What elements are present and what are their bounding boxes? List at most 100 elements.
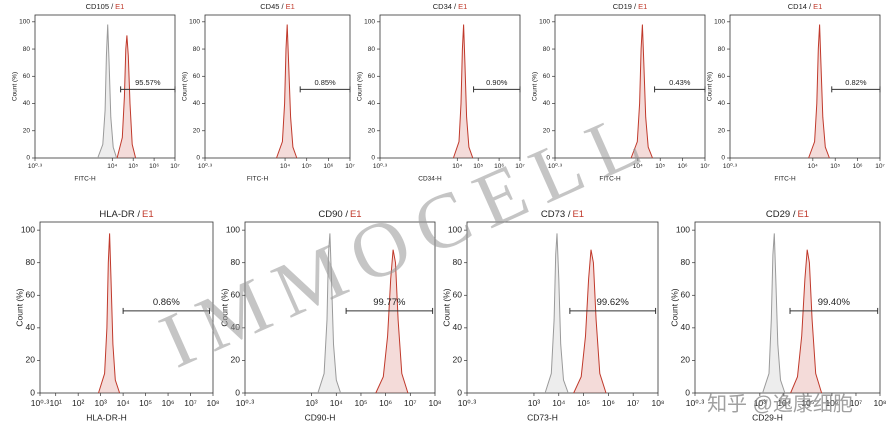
y-tick-label: 60 <box>453 290 463 300</box>
panel: CD45 /E1 Count (%) FITC-H 0 20 40 60 80 100 10⁰·³… <box>182 2 356 183</box>
panel: CD29 /E1 Count (%) CD29-H 0 20 40 60 80 100 10⁰·³… <box>669 209 887 423</box>
y-tick-label: 60 <box>193 73 201 80</box>
y-tick-label: 80 <box>718 46 726 53</box>
histogram-curve <box>630 24 653 159</box>
x-tick-label: 10⁵ <box>577 398 590 408</box>
plot-frame <box>244 221 436 394</box>
title-marker: CD14 / <box>788 2 812 11</box>
x-tick-label: 10⁰·³ <box>458 398 477 408</box>
y-tick-label: 0 <box>30 387 35 397</box>
x-tick-label: 10² <box>72 398 84 408</box>
y-tick-label: 40 <box>193 100 201 107</box>
y-tick-label: 40 <box>368 100 376 107</box>
x-tick-label: 10⁰·³ <box>723 162 738 170</box>
histogram-curve <box>375 249 409 394</box>
histogram-curve <box>808 24 830 159</box>
y-axis-label: Count (%) <box>532 72 539 101</box>
sample-label: E1 <box>797 209 809 220</box>
y-tick-label: 0 <box>26 155 30 162</box>
x-tick-label: 10⁴ <box>117 398 130 408</box>
y-tick-label: 80 <box>26 257 36 267</box>
x-tick-label: 10⁸ <box>873 398 886 408</box>
x-axis-label: CD73-H <box>527 412 558 422</box>
y-axis-label: Count (%) <box>357 72 364 101</box>
y-tick-label: 40 <box>23 100 31 107</box>
y-tick-label: 20 <box>231 355 241 365</box>
y-tick-label: 80 <box>543 46 551 53</box>
x-tick-label: 10⁴ <box>107 163 117 170</box>
x-axis-label: FITC-H <box>247 176 269 183</box>
x-axis-label: HLA-DR-H <box>86 412 127 422</box>
x-tick-label: 10⁴ <box>808 163 818 170</box>
x-tick-label: 10⁵ <box>830 163 840 170</box>
plot-frame <box>466 221 659 394</box>
y-tick-label: 40 <box>718 100 726 107</box>
sample-label: E1 <box>350 209 362 220</box>
x-axis-label: CD34-H <box>418 176 442 183</box>
y-axis-label: Count (%) <box>669 288 679 326</box>
y-axis-label: Count (%) <box>219 288 229 326</box>
y-tick-label: 0 <box>196 155 200 162</box>
title-marker: HLA-DR / <box>99 209 140 220</box>
y-tick-label: 80 <box>23 46 31 53</box>
y-tick-label: 100 <box>189 19 200 26</box>
y-axis-label: Count (%) <box>441 288 451 326</box>
title-marker: CD19 / <box>613 2 637 11</box>
y-tick-label: 80 <box>193 46 201 53</box>
y-tick-label: 0 <box>371 155 375 162</box>
x-tick-label: 10⁶ <box>379 398 392 408</box>
panel: CD19 /E1 Count (%) FITC-H 0 20 40 60 80 100 10⁰·³… <box>532 2 711 183</box>
panel-title: CD34 /E1 <box>433 2 468 11</box>
y-tick-label: 80 <box>231 257 241 267</box>
y-tick-label: 100 <box>676 224 690 234</box>
x-axis-label: FITC-H <box>774 176 796 183</box>
panel-title: CD14 /E1 <box>788 2 823 11</box>
gate <box>120 86 176 93</box>
y-tick-label: 60 <box>231 290 241 300</box>
gate-label: 0.90% <box>486 78 508 87</box>
y-tick-label: 20 <box>718 127 726 134</box>
x-tick-label: 10⁴ <box>777 398 790 408</box>
x-tick-label: 10⁶ <box>602 398 615 408</box>
x-tick-label: 10⁵ <box>139 398 152 408</box>
plot-frame <box>694 221 881 394</box>
x-tick-label: 10¹ <box>50 398 62 408</box>
gate <box>789 307 879 314</box>
histogram-curve <box>98 233 121 394</box>
x-tick-label: 10⁰·³ <box>373 162 388 170</box>
x-tick-label: 10⁷ <box>700 163 710 170</box>
sample-label: E1 <box>813 2 822 11</box>
x-tick-label: 10³ <box>94 398 106 408</box>
sample-label: E1 <box>142 209 154 220</box>
sample-label: E1 <box>638 2 647 11</box>
gate-label: 99.40% <box>818 297 851 308</box>
x-tick-label: 10⁶ <box>853 163 863 170</box>
y-tick-label: 0 <box>685 387 690 397</box>
y-tick-label: 20 <box>26 355 36 365</box>
x-tick-label: 10⁴ <box>330 398 343 408</box>
panel: CD90 /E1 Count (%) CD90-H 0 20 40 60 80 100 10⁰·³… <box>219 209 442 423</box>
panel-title: CD73 /E1 <box>541 209 584 220</box>
sample-label: E1 <box>572 209 584 220</box>
x-tick-label: 10⁵ <box>302 163 312 170</box>
histogram-curve <box>317 233 342 394</box>
y-tick-label: 80 <box>681 257 691 267</box>
panel: CD14 /E1 Count (%) FITC-H 0 20 40 60 80 100 10⁰·³… <box>707 2 886 183</box>
gate <box>569 307 657 314</box>
y-tick-label: 100 <box>364 19 375 26</box>
y-tick-label: 0 <box>721 155 725 162</box>
panel: HLA-DR / E1 Count (%) HLA-DR-H 0 20 40 60 80 100 1… <box>14 209 220 423</box>
x-tick-label: 10⁰·³ <box>198 162 213 170</box>
y-tick-label: 40 <box>231 322 241 332</box>
x-tick-label: 10⁶ <box>494 163 504 170</box>
y-tick-label: 20 <box>543 127 551 134</box>
gate <box>345 307 434 314</box>
x-tick-label: 10⁰·³ <box>686 398 705 408</box>
panel: CD105 /E1 Count (%) FITC-H 0 20 40 60 80 100 10⁰·… <box>12 2 181 183</box>
x-tick-label: 10⁴ <box>633 163 643 170</box>
x-tick-label: 10³ <box>754 398 766 408</box>
y-tick-label: 20 <box>453 355 463 365</box>
y-tick-label: 0 <box>546 155 550 162</box>
y-tick-label: 60 <box>718 73 726 80</box>
